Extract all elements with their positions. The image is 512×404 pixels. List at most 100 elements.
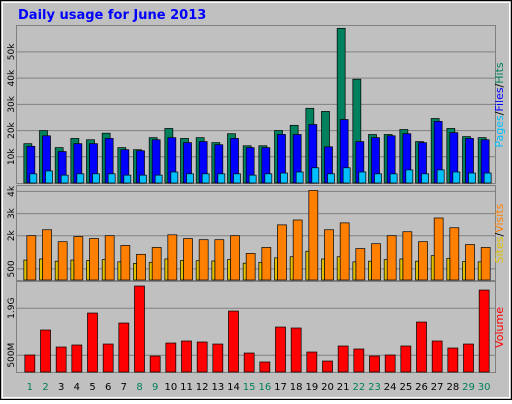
x-tick-label: 10	[164, 382, 177, 393]
y-tick-label: 30k	[7, 95, 17, 112]
bar	[154, 174, 163, 184]
bar	[248, 174, 257, 184]
bar	[181, 340, 192, 373]
bar	[86, 260, 90, 281]
bar	[39, 258, 43, 281]
x-tick-label: 30	[478, 382, 491, 393]
bar	[415, 260, 419, 281]
bar	[339, 222, 350, 281]
bar	[23, 259, 28, 281]
bar	[430, 255, 435, 281]
x-tick-label: 22	[352, 382, 365, 393]
bar	[353, 348, 365, 373]
bar	[40, 329, 51, 373]
bar	[358, 171, 367, 184]
legend-entry: Volume	[493, 307, 506, 348]
bar	[149, 355, 161, 373]
x-tick-label: 13	[211, 382, 224, 393]
bar	[421, 173, 429, 184]
bar	[465, 244, 475, 281]
x-tick-label: 17	[274, 382, 287, 393]
bar	[217, 173, 226, 184]
bar	[418, 241, 428, 281]
bar	[384, 354, 396, 373]
bar	[151, 247, 162, 281]
legend-separator: /	[493, 233, 506, 237]
bar	[104, 235, 115, 281]
bar	[42, 229, 52, 281]
bar	[107, 173, 116, 184]
bar	[383, 259, 388, 281]
legend-entry: Pages	[493, 115, 506, 148]
bar	[452, 171, 461, 184]
y-tick-label: 20k	[7, 121, 17, 138]
bar	[180, 260, 184, 281]
legend: Pages/Files/Hits	[493, 62, 506, 148]
legend-separator: /	[493, 83, 506, 87]
bar	[196, 341, 208, 373]
y-tick-label: 2k	[7, 229, 17, 241]
bar	[311, 167, 320, 184]
bar	[54, 260, 59, 281]
legend-entry: Sites	[493, 236, 506, 263]
x-tick-label: 23	[368, 382, 381, 393]
bar	[463, 343, 474, 373]
bar	[164, 258, 169, 281]
legend-entry: Files	[493, 87, 506, 111]
chart-title: Daily usage for June 2013	[18, 8, 206, 23]
bar	[431, 340, 443, 373]
bar	[101, 259, 106, 281]
bar	[306, 351, 318, 373]
bar	[230, 235, 240, 281]
bar	[280, 172, 288, 184]
bar	[290, 327, 302, 373]
bar	[478, 289, 490, 373]
bar	[242, 262, 247, 281]
bar	[292, 219, 303, 281]
bar	[342, 167, 351, 184]
x-tick-label: 8	[136, 382, 142, 393]
bar	[327, 173, 335, 184]
legend: Volume	[493, 307, 506, 348]
bar	[76, 173, 85, 184]
bar	[462, 261, 466, 281]
bar	[447, 347, 459, 373]
x-tick-label: 6	[105, 382, 111, 393]
bar	[402, 231, 413, 281]
bar	[55, 346, 67, 373]
y-tick-label: 500M	[7, 343, 17, 368]
bar	[483, 172, 492, 184]
bar	[264, 173, 273, 184]
x-tick-label: 16	[258, 382, 271, 393]
bar	[324, 229, 334, 281]
bar	[295, 171, 304, 184]
legend-separator: /	[493, 111, 506, 115]
x-tick-label: 9	[152, 382, 158, 393]
legend: Sites/Visits	[493, 203, 506, 263]
frame	[2, 2, 510, 398]
bar	[120, 245, 131, 281]
bar	[183, 238, 193, 281]
bar	[277, 224, 287, 281]
bar	[355, 248, 366, 281]
bar	[73, 236, 84, 281]
bar	[45, 170, 53, 184]
bar	[165, 342, 177, 373]
bar	[170, 171, 179, 184]
bar	[118, 322, 130, 373]
bar	[369, 355, 380, 373]
bar	[399, 258, 404, 281]
bar	[92, 173, 100, 184]
bar	[433, 217, 444, 281]
bar	[212, 343, 224, 373]
y-tick-label: 3k	[7, 207, 17, 219]
bar	[480, 247, 491, 281]
x-tick-label: 25	[399, 382, 412, 393]
x-tick-label: 11	[180, 382, 193, 393]
bar	[436, 169, 445, 184]
bar	[70, 259, 75, 281]
y-tick-label: 1.9G	[7, 298, 17, 319]
bar	[322, 360, 333, 373]
bar	[258, 261, 263, 281]
bar	[198, 239, 209, 281]
